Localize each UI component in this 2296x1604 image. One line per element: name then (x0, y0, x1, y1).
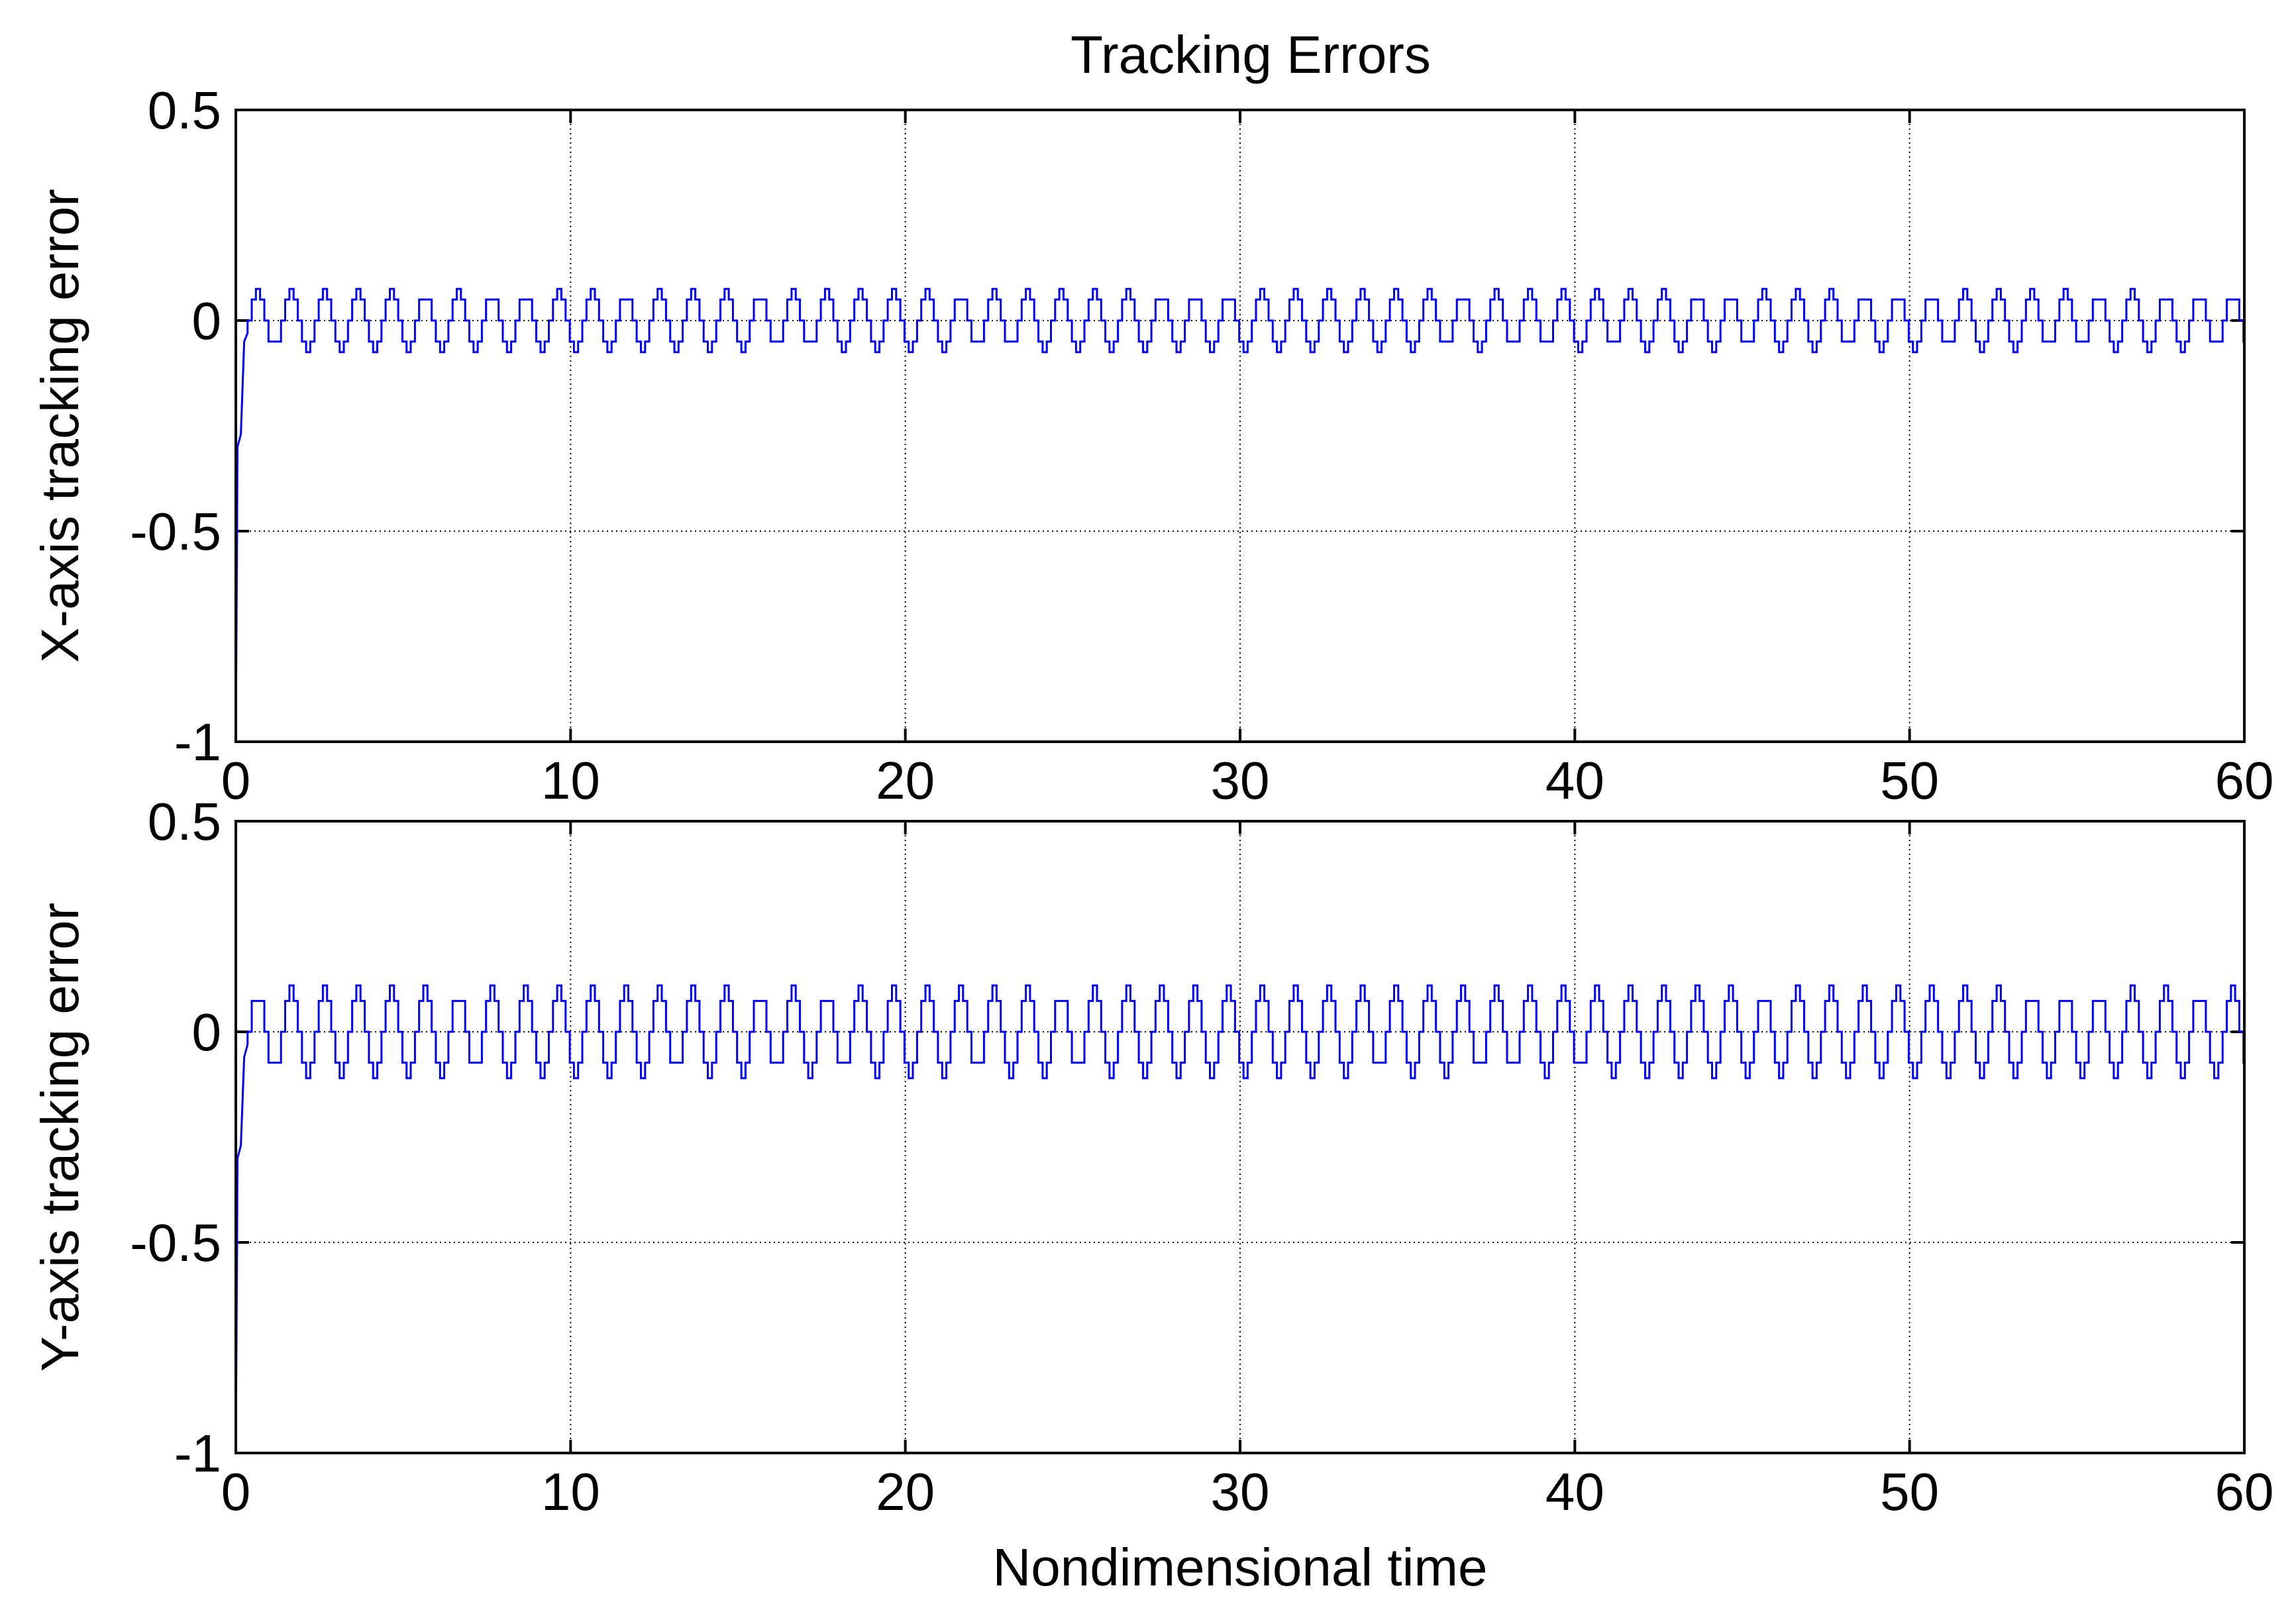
x-tick-label: 10 (541, 751, 600, 810)
x-tick-label: 50 (1880, 1462, 1939, 1521)
x-tick-label: 10 (541, 1462, 600, 1521)
x-tick-label: 40 (1545, 1462, 1604, 1521)
y-tick-label: 0.5 (148, 792, 221, 851)
plot-frame (235, 109, 2246, 743)
y-error-axes: 0 10 20 30 40 50 60 -1 -0.5 0 0.5 Y-axis tracking e… (30, 792, 2273, 1597)
x-error-axes: 0 10 20 30 40 50 60 -1 -0.5 0 0.5 X-axis tracking e… (30, 81, 2273, 810)
y-axis-label: Y-axis tracking error (30, 903, 89, 1372)
figure-title: Tracking Errors (1070, 25, 1431, 84)
tracking-error-series-line (235, 984, 2245, 1454)
x-tick-label: 40 (1545, 751, 1604, 810)
x-axis-label: Nondimensional time (992, 1538, 1487, 1597)
y-tick-label: -0.5 (130, 502, 221, 561)
x-tick-label: 50 (1880, 751, 1939, 810)
plot-frame (235, 820, 2246, 1454)
y-tick-label: -1 (174, 1424, 221, 1483)
x-tick-label: 20 (876, 751, 935, 810)
y-tick-label: -0.5 (130, 1213, 221, 1272)
x-tick-label: 20 (876, 1462, 935, 1521)
x-tick-label: 0 (221, 1462, 251, 1521)
tracking-error-series-line (235, 287, 2245, 742)
y-tick-label: 0 (192, 1003, 222, 1062)
x-tick-label: 60 (2215, 1462, 2274, 1521)
x-tick-label: 30 (1211, 1462, 1270, 1521)
x-tick-label: 30 (1211, 751, 1270, 810)
y-tick-label: 0.5 (148, 81, 221, 140)
y-axis-label: X-axis tracking error (30, 189, 89, 663)
x-tick-label: 60 (2215, 751, 2274, 810)
y-tick-label: 0 (192, 291, 222, 350)
x-tick-label: 0 (221, 751, 251, 810)
y-tick-label: -1 (174, 713, 221, 772)
